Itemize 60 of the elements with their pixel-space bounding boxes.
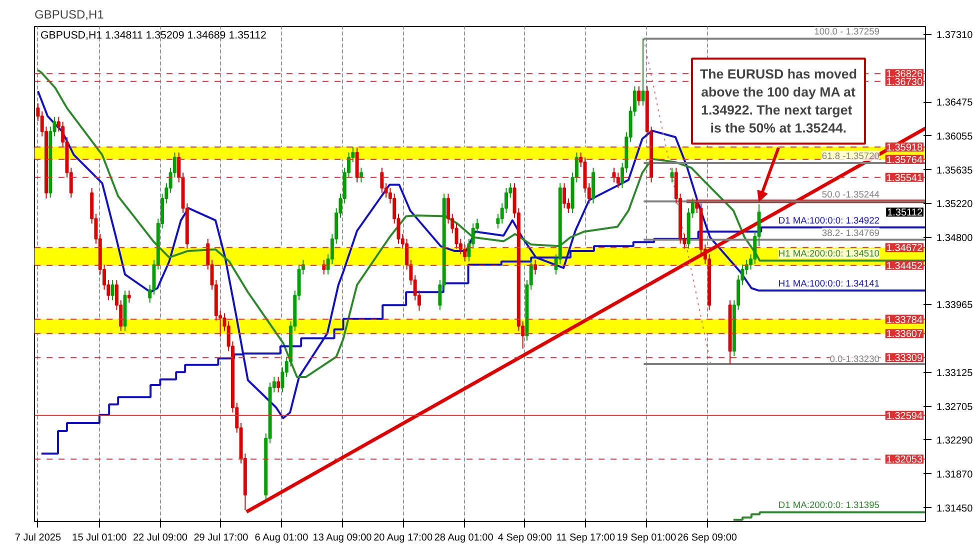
y-tick-label: 1.33965 xyxy=(936,300,974,312)
candlestick xyxy=(534,259,537,275)
series-label: H1 MA:100:0:0: 1.34141 xyxy=(778,278,880,288)
y-tick-label: 1.37310 xyxy=(936,30,974,42)
candlestick xyxy=(177,152,181,183)
y-tick-label: 1.35220 xyxy=(936,198,974,210)
candlestick xyxy=(110,280,114,301)
y-tick-label: 1.36475 xyxy=(936,98,974,108)
ref-line-label: 1.36730 xyxy=(886,76,923,88)
y-tick-label: 1.31870 xyxy=(936,469,974,480)
x-tick-label: 22 Jul 09:00 xyxy=(132,532,188,544)
annotation: 1.35112 xyxy=(887,208,923,219)
x-tick-label: 13 Aug 09:00 xyxy=(312,532,372,544)
x-tick-label: 29 Jul 17:00 xyxy=(194,532,249,544)
chart-title: GBPUSD,H1 xyxy=(34,8,104,22)
ref-line-label: 1.32594 xyxy=(886,410,923,422)
candlestick xyxy=(637,86,641,106)
x-tick-label: 28 Aug 01:00 xyxy=(434,532,494,544)
candlestick xyxy=(380,167,384,194)
series-label: 50.0 -1.35244 xyxy=(822,189,880,200)
line-series xyxy=(36,69,926,378)
y-tick-label: 1.32290 xyxy=(936,435,974,446)
series-label: D1 MA:200:0:0: 1.31395 xyxy=(778,500,880,510)
x-tick-label: 19 Sep 01:00 xyxy=(616,532,677,544)
candlestick xyxy=(562,182,566,209)
x-tick-label: 4 Sep 09:00 xyxy=(498,532,552,544)
ref-line-label: 1.33309 xyxy=(886,353,923,364)
ref-line-label: 1.35764 xyxy=(886,154,923,166)
candlestick xyxy=(276,376,280,393)
chart-subtitle: GBPUSD,H1 1.34811 1.35209 1.34689 1.35112 xyxy=(40,30,266,42)
y-tick-label: 1.35635 xyxy=(936,165,974,176)
x-tick-label: 7 Jul 2025 xyxy=(14,532,62,544)
series-label: D1 MA:100:0:0: 1.34922 xyxy=(778,215,880,226)
annotation: The EURUSD has moved above the 100 day MA at 1.34922. The next target is the 50% at 1.35244. xyxy=(700,66,857,136)
x-tick-label: 26 Sep 09:00 xyxy=(677,532,738,544)
y-tick-label: 1.31450 xyxy=(936,503,974,514)
y-tick-label: 1.34800 xyxy=(936,232,974,244)
x-tick-label: 20 Aug 17:00 xyxy=(374,532,433,544)
ref-line-label: 1.35918 xyxy=(886,142,923,154)
series-label: 61.8 -1.35720 xyxy=(822,150,880,161)
ref-line-label: 1.32053 xyxy=(886,454,923,466)
x-tick-label: 11 Sep 17:00 xyxy=(556,532,616,544)
y-tick-label: 1.32705 xyxy=(936,402,974,413)
series-label: 0.0-1.33230 xyxy=(830,354,880,364)
y-tick-label: 1.33125 xyxy=(936,368,974,380)
candlestick xyxy=(641,38,645,106)
ref-line-label: 1.34452 xyxy=(886,260,923,272)
candlestick xyxy=(463,244,467,262)
candlestick xyxy=(616,172,620,188)
x-tick-label: 15 Jul 01:00 xyxy=(72,532,128,544)
series-label: 100.0 - 1.37259 xyxy=(814,26,880,37)
y-tick-label: 1.36055 xyxy=(936,131,974,142)
series-label: H1 MA:200:0:0: 1.34510 xyxy=(778,248,880,259)
x-tick-label: 6 Aug 01:00 xyxy=(254,532,309,544)
candlestick xyxy=(127,290,131,304)
series-label: 38.2- 1.34769 xyxy=(822,228,880,238)
ref-line-label: 1.33784 xyxy=(886,314,923,326)
ref-line-label: 1.34672 xyxy=(886,243,923,254)
ref-line-label: 1.35541 xyxy=(886,172,923,184)
ref-line-label: 1.33607 xyxy=(886,329,923,340)
